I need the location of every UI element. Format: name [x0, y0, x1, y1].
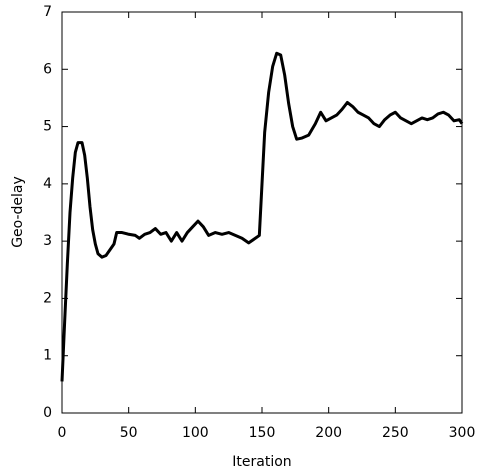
y-tick-label: 2: [43, 290, 52, 306]
x-tick-label: 250: [382, 425, 409, 441]
y-tick-label: 1: [43, 348, 52, 364]
x-tick-label: 300: [449, 425, 476, 441]
y-tick-label: 3: [43, 233, 52, 249]
x-axis-label: Iteration: [232, 454, 291, 470]
y-tick-label: 0: [43, 405, 52, 421]
x-tick-label: 150: [249, 425, 276, 441]
y-tick-label: 7: [43, 4, 52, 20]
x-tick-label: 100: [182, 425, 209, 441]
x-tick-label: 0: [58, 425, 67, 441]
y-tick-label: 4: [43, 176, 52, 192]
data-line: [60, 51, 464, 382]
y-axis-label: Geo-delay: [10, 176, 26, 248]
x-tick-label: 50: [120, 425, 138, 441]
x-tick-label: 200: [315, 425, 342, 441]
y-tick-label: 5: [43, 119, 52, 135]
y-tick-label: 6: [43, 61, 52, 77]
